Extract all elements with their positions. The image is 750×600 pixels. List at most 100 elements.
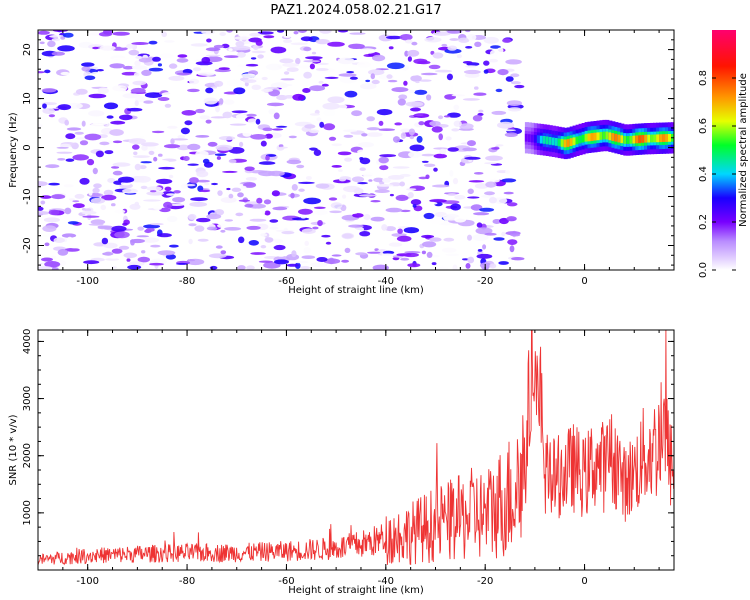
heatmap-cell	[202, 158, 210, 164]
heatmap-cell	[366, 132, 383, 137]
heatmap-cell	[364, 83, 369, 86]
heatmap-cell	[470, 204, 483, 211]
heatmap-cell	[426, 251, 433, 258]
heatmap-cell	[166, 215, 178, 223]
heatmap-cell	[467, 256, 475, 264]
heatmap-cell	[378, 156, 389, 164]
heatmap-cell	[297, 30, 307, 33]
heatmap-cell	[290, 42, 308, 46]
heatmap-cell	[338, 30, 348, 33]
heatmap-cell	[148, 67, 164, 72]
heatmap-cell	[293, 31, 299, 35]
heatmap-cell	[409, 215, 420, 220]
heatmap-cell	[399, 34, 413, 41]
heatmap-cell	[155, 178, 173, 185]
heatmap-cell	[81, 120, 86, 127]
heatmap-cell	[246, 113, 257, 117]
heatmap-cell	[135, 175, 151, 183]
heatmap-cell	[186, 258, 205, 266]
heatmap-cell	[148, 40, 158, 45]
heatmap-cell	[467, 196, 480, 199]
heatmap-cell	[454, 216, 467, 223]
y-tick-label: 4000	[22, 329, 33, 354]
heatmap-cell	[233, 45, 251, 51]
heatmap-cell	[210, 116, 227, 119]
heatmap-cell	[432, 31, 451, 36]
heatmap-cell	[367, 251, 381, 254]
heatmap-cell	[359, 167, 366, 171]
heatmap-cell	[206, 54, 221, 57]
heatmap-cell	[489, 263, 497, 269]
heatmap-cell	[222, 170, 238, 173]
heatmap-cell	[166, 193, 176, 196]
heatmap-cell	[222, 111, 233, 119]
heatmap-cell	[258, 260, 273, 263]
heatmap-cell	[248, 240, 259, 246]
ridge-cell	[662, 134, 667, 142]
heatmap-cell	[156, 233, 172, 238]
ridge-cell	[638, 135, 643, 144]
heatmap-cell	[270, 46, 287, 54]
heatmap-cell	[96, 69, 104, 72]
heatmap-cell	[190, 197, 208, 202]
heatmap-cell	[68, 198, 75, 201]
heatmap-cell	[247, 118, 258, 124]
y-tick-label: -10	[22, 188, 33, 204]
heatmap-cell	[370, 216, 385, 222]
heatmap-cell	[296, 164, 305, 169]
heatmap-cell	[164, 186, 172, 192]
heatmap-cell	[347, 226, 365, 233]
heatmap-cell	[38, 206, 44, 211]
heatmap-cell	[141, 142, 159, 147]
snr-x-label: Height of straight line (km)	[288, 585, 424, 596]
heatmap-cell	[137, 226, 144, 231]
heatmap-cell	[121, 71, 138, 76]
heatmap-cell	[368, 179, 373, 182]
heatmap-cell	[280, 78, 295, 81]
heatmap-cell	[42, 103, 47, 109]
heatmap-cell	[462, 61, 473, 64]
heatmap-cell	[418, 121, 425, 126]
heatmap-cell	[425, 174, 430, 180]
heatmap-cell	[491, 110, 507, 115]
heatmap-cell	[157, 82, 170, 89]
heatmap-cell	[511, 257, 525, 261]
heatmap-cell	[168, 174, 174, 179]
heatmap-cell	[235, 41, 245, 47]
heatmap-cell	[57, 158, 66, 161]
heatmap-cell	[286, 159, 302, 165]
heatmap-cell	[149, 262, 164, 266]
heatmap-cell	[40, 195, 52, 199]
heatmap-cell	[122, 93, 140, 99]
heatmap-cell	[425, 201, 438, 205]
heatmap-cell	[208, 253, 227, 259]
heatmap-cell	[64, 119, 69, 126]
heatmap-cell	[41, 257, 53, 262]
heatmap-cell	[361, 133, 368, 137]
ridge-cell	[656, 134, 661, 143]
heatmap-cell	[363, 214, 371, 221]
heatmap-cell	[431, 193, 441, 196]
colorbar-tick-label: 0.6	[698, 118, 709, 134]
heatmap-cell	[506, 202, 518, 207]
heatmap-cell	[303, 197, 321, 205]
heatmap-cell	[79, 140, 89, 146]
heatmap-cell	[278, 146, 288, 149]
heatmap-cell	[218, 67, 230, 70]
heatmap-cell	[465, 263, 471, 269]
heatmap-cell	[265, 63, 283, 71]
heatmap-cell	[136, 235, 150, 238]
heatmap-cell	[315, 68, 329, 71]
heatmap-cell	[242, 130, 252, 137]
ridge-cell	[536, 135, 541, 144]
heatmap-cell	[373, 177, 384, 183]
heatmap-cell	[488, 58, 498, 63]
heatmap-cell	[454, 195, 466, 200]
heatmap-cell	[443, 237, 455, 242]
heatmap-cell	[43, 217, 61, 223]
heatmap-cell	[83, 260, 100, 265]
heatmap-cell	[151, 130, 165, 134]
heatmap-cell	[143, 224, 161, 229]
heatmap-cell	[392, 136, 401, 143]
